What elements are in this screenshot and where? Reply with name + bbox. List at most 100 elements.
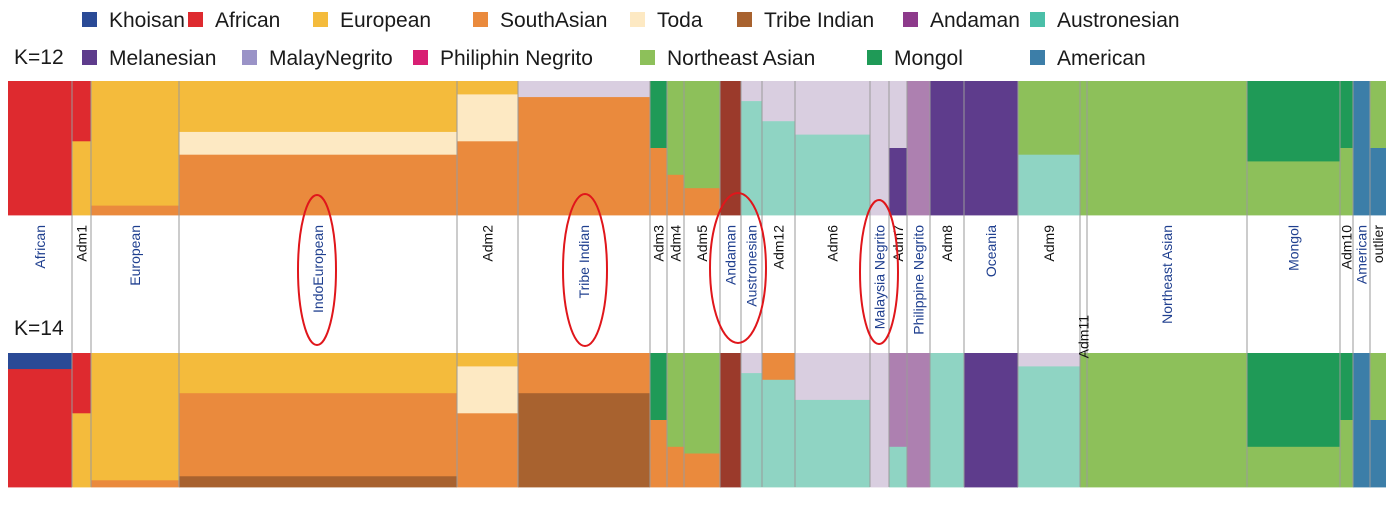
population-label-adm4: Adm4 [668,225,684,262]
ancestry-segment [795,81,870,135]
legend-swatch [82,12,97,27]
bar-austronesian [741,81,762,216]
population-label-mongol: Mongol [1286,225,1302,271]
ancestry-segment [1370,81,1386,149]
bar-european [91,81,179,216]
bar-oceania [964,81,1018,216]
ancestry-segment [1018,81,1080,156]
ancestry-segment [457,141,518,216]
ancestry-segment [930,353,964,488]
population-label-adm5: Adm5 [694,225,710,262]
ancestry-segment [741,353,762,374]
ancestry-segment [684,453,720,488]
ancestry-segment [1353,81,1370,216]
ancestry-segment [720,81,741,216]
ancestry-segment [870,353,889,488]
population-label-adm11: Adm11 [1076,315,1092,359]
ancestry-segment [930,81,964,216]
ancestry-segment [457,353,518,367]
legend-item-malaynegrito: MalayNegrito [242,47,393,70]
ancestry-segment [684,188,720,216]
bar-african [8,353,72,488]
legend-label: Khoisan [109,9,185,32]
legend-label: Austronesian [1057,9,1180,32]
legend: Khoisan African European SouthAsian Toda Trib… [82,9,1180,70]
bar-mongol [1247,353,1340,488]
bar-andaman [720,81,741,216]
ancestry-segment [1353,353,1370,488]
ancestry-segment [1087,81,1247,216]
bar-adm12 [762,353,795,488]
ancestry-segment [741,373,762,488]
bar-adm7 [889,353,907,488]
population-label-adm1: Adm1 [74,225,90,262]
ancestry-segment [1340,353,1353,421]
ancestry-segment [179,81,457,133]
bar-adm10 [1340,353,1353,488]
highlight-circle [297,194,337,346]
bar-adm9 [1018,81,1080,216]
population-label-adm6: Adm6 [825,225,841,262]
legend-label: MalayNegrito [269,47,393,70]
k12-panel [8,81,1386,216]
legend-label: Philiphin Negrito [440,47,593,70]
bar-american [1353,81,1370,216]
ancestry-segment [1340,420,1353,488]
ancestry-segment [889,81,907,149]
population-label-philippine-negrito: Philippine Negrito [911,225,927,335]
ancestry-segment [179,154,457,216]
population-label-outlier: outlier [1370,225,1386,263]
legend-item-mongol: Mongol [867,47,963,70]
ancestry-segment [889,148,907,216]
bar-european [91,353,179,488]
ancestry-segment [8,81,72,216]
legend-swatch [867,50,882,65]
ancestry-segment [650,81,667,149]
bar-adm6 [795,353,870,488]
panel-label-k-12: K=12 [14,46,64,69]
population-labels: African Adm1 European IndoEuropean Adm2 Tribe… [32,225,1386,359]
ancestry-segment [518,393,650,488]
population-label-oceania: Oceania [983,225,999,277]
legend-swatch [630,12,645,27]
legend-swatch [903,12,918,27]
bar-andaman [720,353,741,488]
ancestry-segment [720,353,741,488]
legend-item-austronesian: Austronesian [1030,9,1180,32]
bar-african [8,81,72,216]
legend-swatch [188,12,203,27]
ancestry-segment [457,366,518,414]
ancestry-segment [650,420,667,488]
legend-item-andaman: Andaman [903,9,1020,32]
ancestry-segment [762,121,795,216]
population-label-austronesian: Austronesian [744,225,760,307]
population-label-adm7: Adm7 [890,225,906,262]
population-label-adm3: Adm3 [651,225,667,262]
ancestry-segment [179,476,457,488]
bar-adm7 [889,81,907,216]
legend-item-northeast-asian: Northeast Asian [640,47,815,70]
ancestry-segment [72,413,91,488]
population-label-andaman: Andaman [723,225,739,285]
population-dividers [71,81,1371,487]
bar-outlier [1370,353,1386,488]
bar-adm8 [930,81,964,216]
ancestry-segment [667,353,684,448]
population-label-malaysia-negrito: Malaysia Negrito [872,225,888,329]
ancestry-segment [1247,446,1340,488]
legend-swatch [313,12,328,27]
legend-label: Northeast Asian [667,47,815,70]
ancestry-segment [457,413,518,488]
bar-mongol [1247,81,1340,216]
ancestry-segment [1087,353,1247,488]
ancestry-segment [667,81,684,176]
population-label-tribe-indian: Tribe Indian [576,225,592,298]
ancestry-segment [667,446,684,488]
bar-tribe-indian [518,81,650,216]
bar-adm5 [684,353,720,488]
legend-label: Andaman [930,9,1020,32]
bar-adm11 [1080,81,1087,216]
ancestry-segment [457,94,518,142]
bar-adm4 [667,353,684,488]
ancestry-segment [907,81,930,216]
